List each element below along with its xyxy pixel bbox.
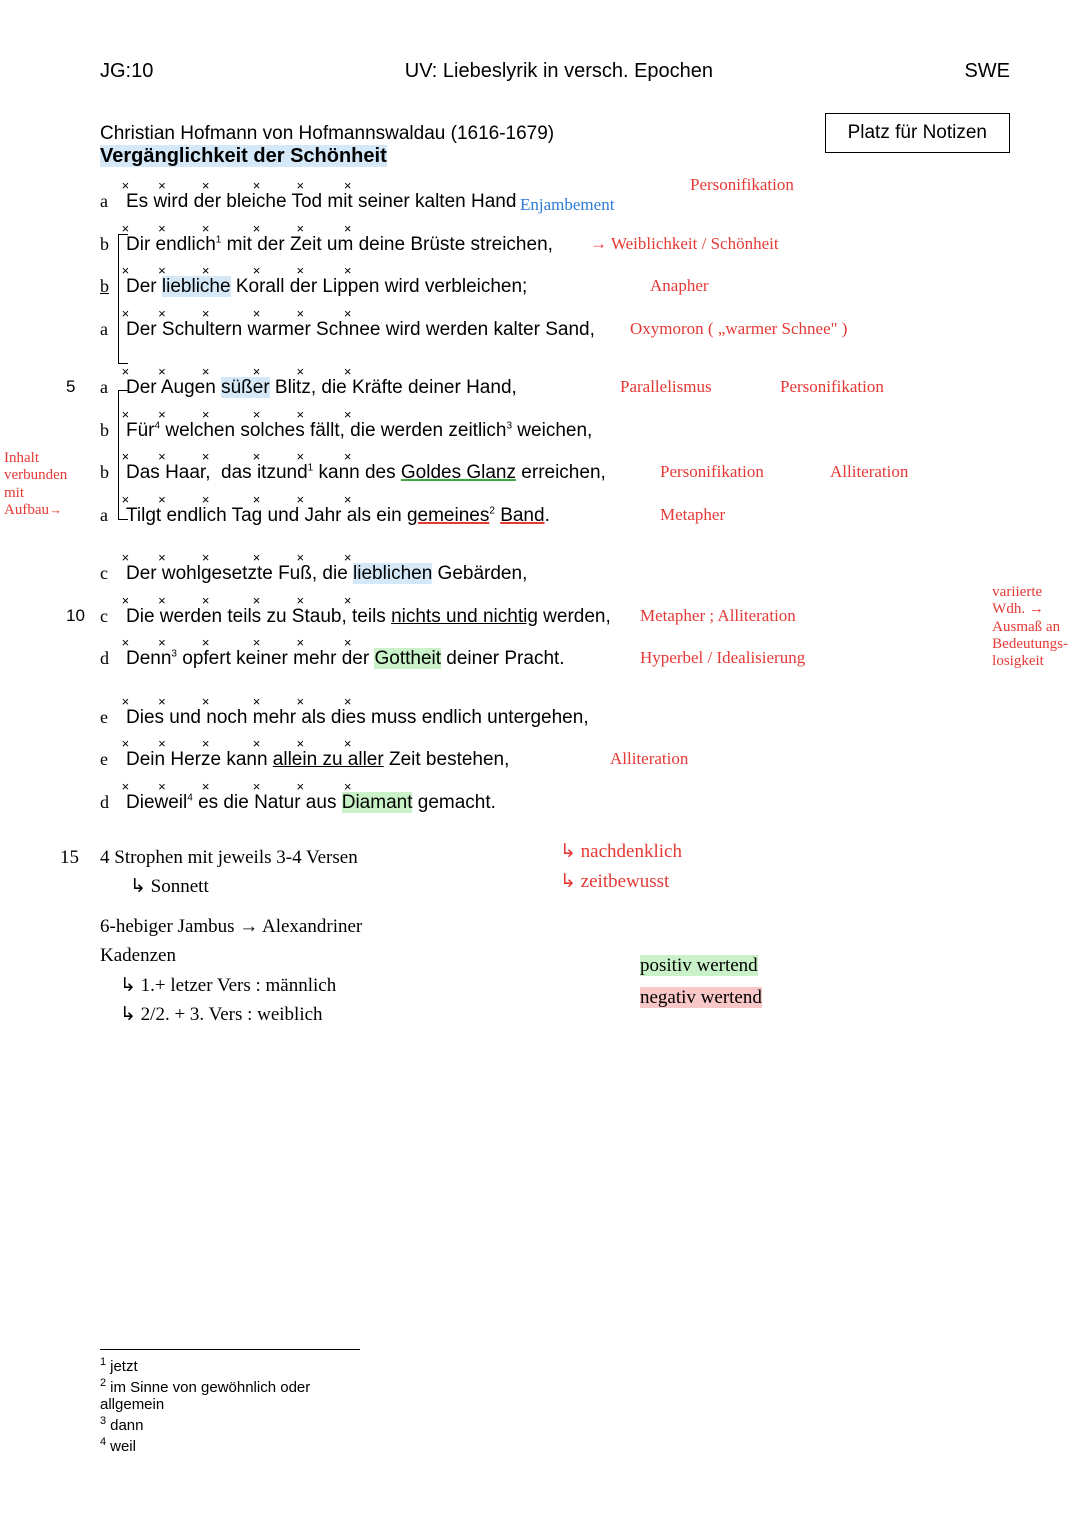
header-right: SWE [964, 60, 1010, 83]
annot-weiblichkeit: → Weiblichkeit / Schönheit [590, 231, 779, 257]
poem-line: × × × × × × 10 c Die werden teils zu Sta… [100, 603, 1010, 632]
footnote: 2im Sinne von gewöhnlich oder allgemein [100, 1377, 360, 1413]
rhyme-letter: e [100, 704, 108, 731]
poem-line: × × × × × × d Dieweil4 es die Natur aus … [100, 789, 1010, 818]
bracket [118, 390, 128, 520]
annot-parallelismus: Parallelismus [620, 374, 712, 400]
rhyme-letter: c [100, 603, 108, 630]
annot-oxymoron: Oxymoron ( „warmer Schnee" ) [630, 316, 847, 342]
poem-line: × × × × × × 5 a Der Augen süßer Blitz, d… [100, 374, 1010, 403]
rhyme-letter: d [100, 645, 109, 672]
margin-note-left: InhaltverbundenmitAufbau→ [4, 450, 67, 519]
note-jambus: 6-hebiger Jambus → Alexandriner [100, 912, 1010, 941]
footnote: 4weil [100, 1436, 360, 1455]
stress-marks: × × × × × × [100, 405, 351, 425]
notes-box: Platz für Notizen [825, 113, 1010, 153]
annot-personifikation: Personifikation [780, 374, 884, 400]
header-left: JG:10 [100, 60, 153, 83]
stress-marks: × × × × × × [100, 734, 351, 754]
stress-marks: × × × × × × [100, 633, 351, 653]
header-center: UV: Liebeslyrik in versch. Epochen [405, 60, 713, 83]
poem-line: × × × × × × a Der Schultern warmer Schne… [100, 316, 1010, 345]
annot-metapher-alliteration: Metapher ; Alliteration [640, 603, 796, 629]
annot-anapher: Anapher [650, 273, 709, 299]
footnote: 1jetzt [100, 1356, 360, 1375]
poem-line: × × × × × × e Dein Herze kann allein zu … [100, 746, 1010, 775]
rhyme-letter: b [100, 459, 109, 486]
stress-marks: × × × × × × [100, 692, 351, 712]
note-maennlich: 1.+ letzer Vers : männlich [100, 971, 1010, 1000]
margin-note-right: variierteWdh. →Ausmaß anBedeutungs-losig… [992, 584, 1068, 670]
footnotes: 1jetzt 2im Sinne von gewöhnlich oder all… [100, 1349, 360, 1457]
annot-alliteration: Alliteration [830, 459, 908, 485]
poem-line: × × × × × × b Dir endlich1 mit der Zeit … [100, 231, 1010, 260]
stress-marks: × × × × × × [100, 219, 351, 239]
footnote: 3dann [100, 1415, 360, 1434]
poem-line: × × × × × × b Der liebliche Korall der L… [100, 273, 1010, 302]
poem-line: × × × × × × b Für4 welchen solches fällt… [100, 417, 1010, 446]
title-block: Christian Hofmann von Hofmannswaldau (16… [100, 123, 1010, 168]
poem-line: × × × × × × a Tilgt endlich Tag und Jahr… [100, 502, 1010, 531]
bracket [118, 234, 128, 364]
line-number: 15 [60, 843, 79, 872]
stress-marks: × × × × × × [100, 591, 351, 611]
annot-metapher: Metapher [660, 502, 725, 528]
page-header: JG:10 UV: Liebeslyrik in versch. Epochen… [100, 60, 1010, 83]
rhyme-letter: a [100, 316, 108, 343]
note-strophen: 4 Strophen mit jeweils 3-4 Versen [100, 847, 358, 868]
note-weiblich: 2/2. + 3. Vers : weiblich [100, 1000, 1010, 1029]
rhyme-letter: a [100, 502, 108, 529]
stress-marks: × × × × × × [100, 261, 351, 281]
note-kadenzen: Kadenzen [100, 941, 1010, 970]
rhyme-letter: b [100, 231, 109, 258]
note-negativ: negativ wertend [640, 983, 762, 1012]
annot-alliteration: Alliteration [610, 746, 688, 772]
stress-marks: × × × × × × [100, 777, 351, 797]
stress-marks: × × × × × × [100, 490, 351, 510]
note-sonnett: Sonnett [100, 872, 1010, 901]
annot-hyperbel: Hyperbel / Idealisierung [640, 645, 805, 671]
stress-marks: × × × × × × [100, 447, 351, 467]
poem: InhaltverbundenmitAufbau→ × × × × × × a … [100, 188, 1010, 1030]
note-positiv: positiv wertend [640, 951, 758, 980]
bottom-notes: ↳ nachdenklich ↳ zeitbewusst 15 4 Stroph… [100, 843, 1010, 1030]
annot-personifikation: Personifikation [690, 172, 794, 198]
annot-personifikation: Personifikation [660, 459, 764, 485]
stress-marks: × × × × × × [100, 176, 351, 196]
stress-marks: × × × × × × [100, 362, 351, 382]
rhyme-letter: b [100, 417, 109, 444]
line-number: 5 [66, 374, 75, 400]
rhyme-letter: a [100, 374, 108, 401]
poem-line: × × × × × × b Das Haar, das itzund1 kann… [100, 459, 1010, 488]
stress-marks: × × × × × × [100, 304, 351, 324]
poem-line: × × × × × × a Es wird der bleiche Tod mi… [100, 188, 1010, 217]
rhyme-letter: c [100, 560, 108, 587]
rhyme-letter: b [100, 273, 109, 300]
rhyme-letter: d [100, 789, 109, 816]
line-number: 10 [66, 603, 85, 629]
poem-line: × × × × × × c Der wohlgesetzte Fuß, die … [100, 560, 1010, 589]
annot-enjambement: Enjambement [520, 192, 614, 218]
rhyme-letter: e [100, 746, 108, 773]
poem-line: × × × × × × d Denn3 opfert keiner mehr d… [100, 645, 1010, 674]
stress-marks: × × × × × × [100, 548, 351, 568]
poem-line: × × × × × × e Dies und noch mehr als die… [100, 704, 1010, 733]
rhyme-letter: a [100, 188, 108, 215]
